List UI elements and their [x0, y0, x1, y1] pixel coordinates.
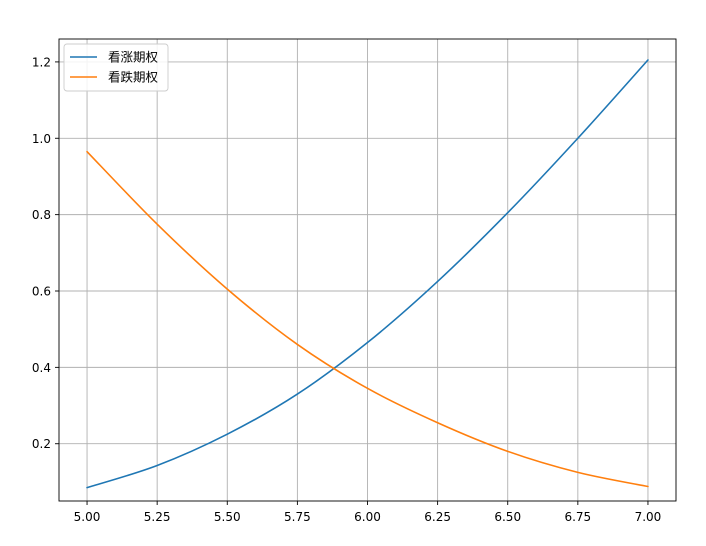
x-tick-label: 6.75 — [564, 510, 591, 524]
y-tick-label: 0.4 — [32, 361, 51, 375]
x-tick-label: 5.25 — [144, 510, 171, 524]
x-tick-label: 6.00 — [354, 510, 381, 524]
y-tick-label: 0.8 — [32, 208, 51, 222]
legend-label-put: 看跌期权 — [108, 70, 159, 85]
y-tick-label: 0.2 — [32, 437, 51, 451]
legend-box — [63, 43, 169, 92]
grid — [59, 39, 676, 501]
x-tick-label: 5.50 — [214, 510, 241, 524]
series-lines — [86, 59, 649, 489]
legend: 看涨期权 看跌期权 — [63, 43, 169, 92]
x-tick-label: 5.75 — [284, 510, 311, 524]
x-tick-label: 6.50 — [494, 510, 521, 524]
y-tick-label: 1.2 — [32, 55, 51, 69]
put-option-line — [86, 150, 649, 488]
legend-label-call: 看涨期权 — [108, 50, 159, 65]
y-tick-label: 0.6 — [32, 285, 51, 299]
ticks: 5.00 5.25 5.50 5.75 6.00 6.25 6.50 6.75 7.00 0.2 0… — [32, 55, 661, 524]
y-tick-label: 1.0 — [32, 132, 51, 146]
x-tick-label: 6.25 — [424, 510, 451, 524]
x-tick-label: 5.00 — [74, 510, 101, 524]
call-option-line — [86, 59, 649, 489]
x-tick-label: 7.00 — [635, 510, 662, 524]
